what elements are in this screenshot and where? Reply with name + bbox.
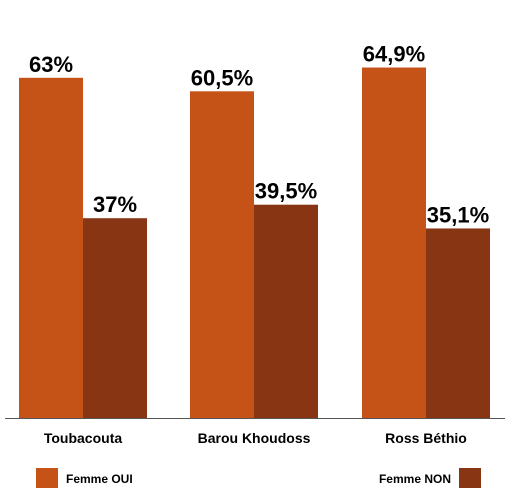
legend: Femme OUI Femme NON <box>36 468 481 488</box>
legend-label-oui: Femme OUI <box>66 472 133 486</box>
legend-label-non: Femme NON <box>379 472 451 486</box>
data-label-non-1: 39,5% <box>255 179 317 204</box>
bar-oui-1 <box>190 91 254 419</box>
bar-non-2 <box>426 228 490 418</box>
data-label-non-2: 35,1% <box>427 202 489 227</box>
category-label-0: Toubacouta <box>44 430 123 446</box>
bar-non-1 <box>254 204 318 418</box>
bar-non-0 <box>83 218 147 418</box>
bar-labels-layer: 63% 37% 60,5% 39,5% 64,9% 35,1% <box>29 42 489 228</box>
bar-oui-2 <box>362 67 426 418</box>
data-label-non-0: 37% <box>93 192 137 217</box>
legend-swatch-non <box>459 468 481 488</box>
data-label-oui-1: 60,5% <box>191 65 253 90</box>
data-label-oui-0: 63% <box>29 52 73 77</box>
category-label-2: Ross Béthio <box>385 430 467 446</box>
bar-oui-0 <box>19 77 83 419</box>
bars-layer <box>19 67 490 419</box>
category-labels-layer: Toubacouta Barou Khoudoss Ross Béthio <box>44 430 467 446</box>
data-label-oui-2: 64,9% <box>363 42 425 67</box>
legend-swatch-oui <box>36 468 58 488</box>
category-label-1: Barou Khoudoss <box>198 430 311 446</box>
